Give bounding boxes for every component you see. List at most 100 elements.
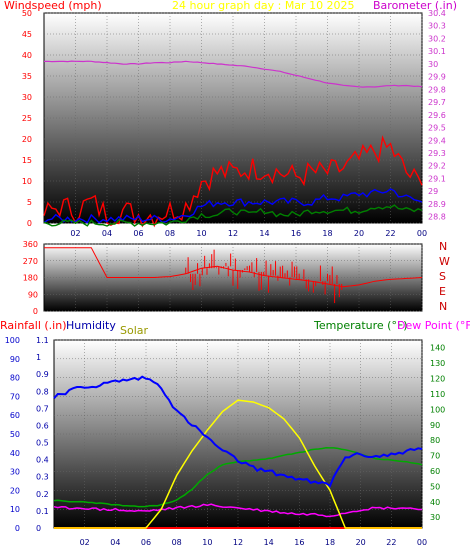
barometer-tick-label: 30.2 [428, 34, 446, 43]
wind-time-tick-label: 22 [385, 229, 395, 238]
temperature-tick-label: 30 [430, 513, 440, 522]
rainfall-tick-label: 0 [36, 524, 41, 533]
direction-tick-label: 360 [23, 240, 38, 249]
atmos-time-tick-label: 10 [202, 538, 212, 547]
barometer-tick-label: 28.9 [428, 200, 446, 209]
atmos-time-tick-label: 08 [172, 538, 182, 547]
rainfall-tick-label: 0.1 [36, 507, 49, 516]
temperature-tick-label: 100 [430, 405, 445, 414]
dir-label-n-top: N [439, 240, 448, 253]
wind-time-tick-label: 10 [196, 229, 206, 238]
barometer-tick-label: 29.7 [428, 98, 446, 107]
barometer-title: Barometer (.in) [373, 0, 457, 12]
temperature-tick-label: 40 [430, 498, 440, 507]
rainfall-tick-label: 0.9 [36, 370, 49, 379]
dewpoint-title: Dew Point (°F) [397, 319, 470, 332]
rainfall-tick-label: 0.6 [36, 421, 49, 430]
rainfall-tick-label: 0.2 [36, 490, 49, 499]
wind-tick-label: 45 [22, 30, 32, 39]
humidity-tick-label: 100 [5, 336, 20, 345]
solar-title: Solar [120, 324, 149, 337]
barometer-tick-label: 29 [428, 187, 438, 196]
graph-date-title: 24 hour graph day : Mar 10 2025 [172, 0, 355, 12]
temperature-tick-label: 80 [430, 436, 440, 445]
temperature-title: Temperature (°F) [314, 319, 408, 332]
humidity-tick-label: 50 [10, 430, 20, 439]
rainfall-title: Rainfall (.in) [0, 319, 67, 332]
atmos-time-tick-label: 18 [325, 538, 335, 547]
barometer-tick-label: 30.4 [428, 9, 446, 18]
wind-tick-label: 30 [22, 93, 32, 102]
barometer-tick-label: 29.2 [428, 162, 446, 171]
wind-tick-label: 5 [27, 198, 32, 207]
rainfall-tick-label: 0.7 [36, 404, 49, 413]
wind-tick-label: 10 [22, 177, 32, 186]
humidity-title: Humidity [66, 319, 116, 332]
wind-time-tick-label: 20 [354, 229, 364, 238]
barometer-tick-label: 29.6 [428, 111, 446, 120]
barometer-tick-label: 29.8 [428, 85, 446, 94]
rainfall-tick-label: 0.3 [36, 473, 49, 482]
rainfall-tick-label: 0.4 [36, 456, 49, 465]
atmos-time-tick-label: 06 [141, 538, 151, 547]
rainfall-tick-label: 1 [36, 353, 41, 362]
dir-label-s: S [439, 270, 446, 283]
wind-time-tick-label: 14 [259, 229, 269, 238]
temperature-tick-label: 110 [430, 390, 445, 399]
dir-label-e: E [439, 285, 446, 298]
wind-time-tick-label: 16 [291, 229, 301, 238]
humidity-tick-label: 30 [10, 468, 20, 477]
atmos-time-tick-label: 00 [417, 538, 427, 547]
humidity-tick-label: 10 [10, 505, 20, 514]
dir-label-w: W [439, 255, 450, 268]
temperature-tick-label: 70 [430, 452, 440, 461]
windspeed-title: Windspeed (mph) [4, 0, 102, 12]
atmos-time-tick-label: 12 [233, 538, 243, 547]
atmos-time-tick-label: 20 [356, 538, 366, 547]
barometer-tick-label: 30.3 [428, 22, 446, 31]
humidity-tick-label: 60 [10, 411, 20, 420]
humidity-tick-label: 80 [10, 374, 20, 383]
humidity-line [53, 375, 423, 488]
temperature-tick-label: 60 [430, 467, 440, 476]
humidity-tick-label: 40 [10, 449, 20, 458]
avg_wind-line [43, 188, 423, 224]
atmos-time-tick-label: 14 [264, 538, 274, 547]
barometer-tick-label: 29.5 [428, 124, 446, 133]
humidity-tick-label: 70 [10, 392, 20, 401]
low_wind-line [43, 204, 423, 227]
barometer-tick-label: 30 [428, 60, 438, 69]
wind-time-tick-label: 02 [70, 229, 80, 238]
direction-tick-label: 90 [28, 290, 38, 299]
temperature-tick-label: 50 [430, 482, 440, 491]
direction-tick-label: 270 [23, 257, 38, 266]
barometer-tick-label: 29.9 [428, 73, 446, 82]
rainfall-tick-label: 0.5 [36, 439, 49, 448]
barometer-tick-label: 28.8 [428, 213, 446, 222]
temperature-tick-label: 130 [430, 359, 445, 368]
humidity-tick-label: 90 [10, 355, 20, 364]
barometer-tick-label: 30.1 [428, 47, 446, 56]
temperature-tick-label: 90 [430, 421, 440, 430]
barometer-tick-label: 29.1 [428, 174, 446, 183]
temperature-tick-label: 140 [430, 344, 445, 353]
wind-time-tick-label: 04 [102, 229, 112, 238]
wind-tick-label: 15 [22, 156, 32, 165]
wind-time-tick-label: 18 [322, 229, 332, 238]
barometer-line [43, 60, 423, 88]
wind-time-tick-label: 12 [228, 229, 238, 238]
wind-time-tick-label: 06 [133, 229, 143, 238]
wind-tick-label: 20 [22, 135, 32, 144]
gust-line [43, 135, 423, 228]
direction-tick-label: 0 [33, 307, 38, 316]
barometer-tick-label: 29.3 [428, 149, 446, 158]
temperature-tick-label: 120 [430, 375, 445, 384]
direction-tick-label: 180 [23, 274, 38, 283]
atmos-time-tick-label: 02 [80, 538, 90, 547]
dir-label-n-bottom: N [439, 300, 448, 313]
rainfall-tick-label: 1.1 [36, 336, 49, 345]
atmos-time-tick-label: 04 [110, 538, 120, 547]
wind-tick-label: 0 [27, 219, 32, 228]
